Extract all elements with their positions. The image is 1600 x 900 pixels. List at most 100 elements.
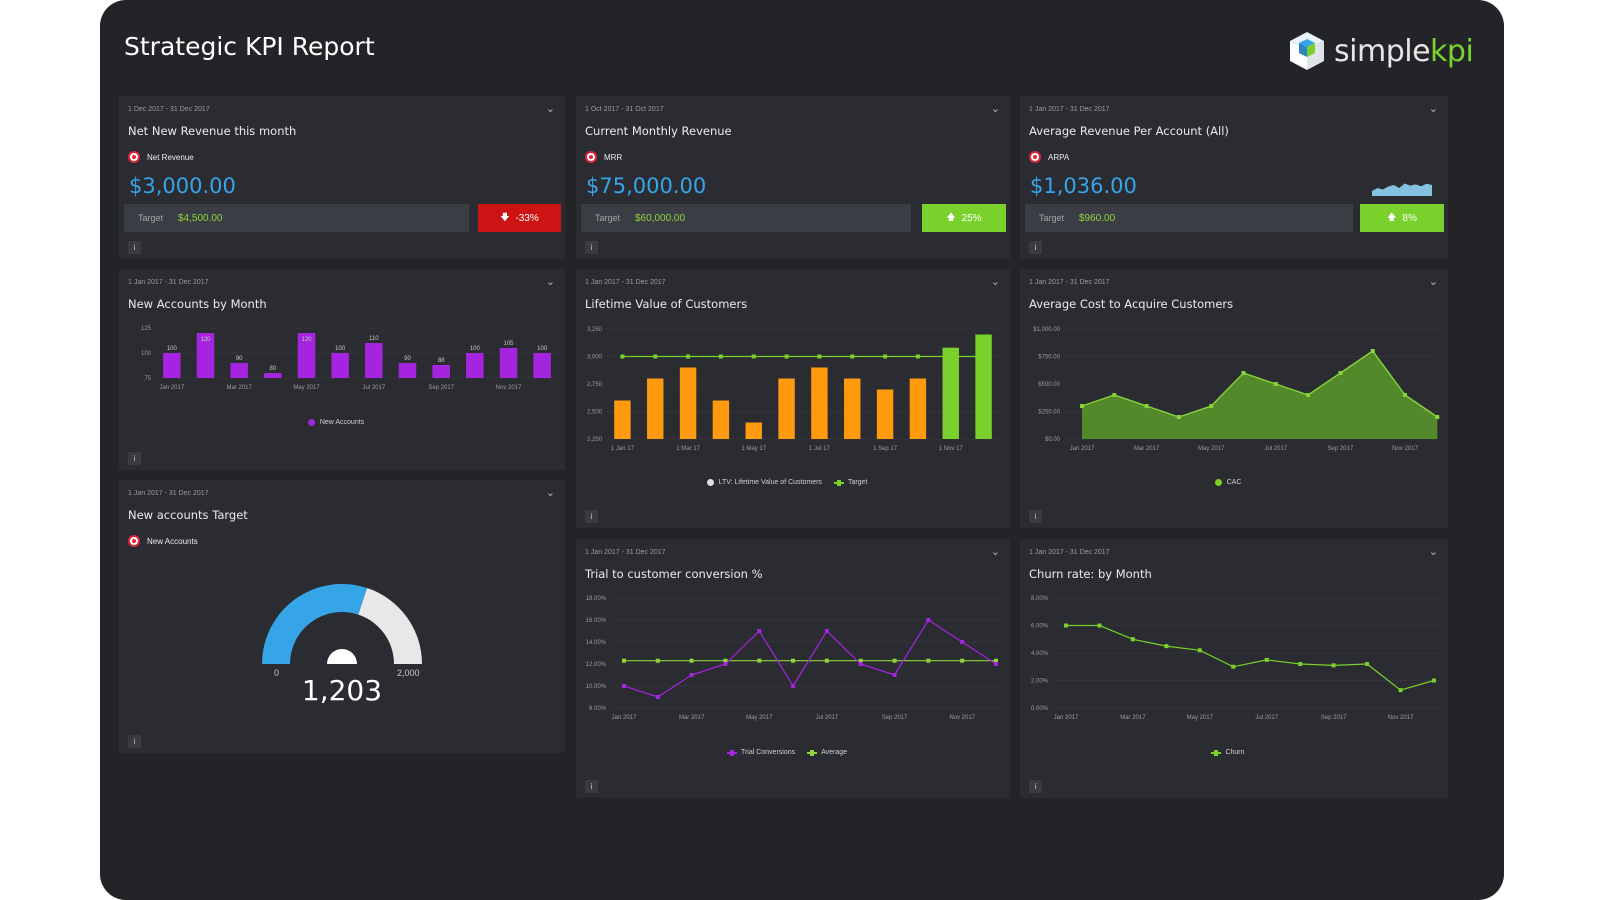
- target-icon: [585, 151, 597, 163]
- data-label: 88: [438, 358, 445, 364]
- y-tick-label: 3,000: [587, 355, 603, 361]
- gauge-value-arc: [262, 584, 368, 664]
- trial-conversions-point: [622, 684, 626, 688]
- target-label: Target: [595, 213, 621, 223]
- y-tick-label: 8.00%: [1031, 596, 1049, 602]
- target-marker: [718, 354, 723, 359]
- chevron-down-icon[interactable]: ⌄: [1428, 546, 1438, 558]
- legend-label: Churn: [1225, 749, 1245, 756]
- legend-line: [726, 749, 737, 756]
- card-title: Trial to customer conversion %: [585, 567, 763, 581]
- trial-conversions-point: [994, 662, 998, 666]
- target-marker: [915, 354, 920, 359]
- average-point: [824, 658, 829, 663]
- x-tick-label: Nov 2017: [1388, 715, 1414, 721]
- bar-sep-2017: [432, 365, 450, 378]
- churn-point: [1432, 678, 1436, 683]
- churn-point: [1365, 662, 1370, 666]
- accounts-gauge: [262, 584, 422, 664]
- card-title: Average Revenue Per Account (All): [1029, 124, 1229, 138]
- x-tick-label: Sep 2017: [428, 385, 454, 391]
- cac-point: [1403, 393, 1407, 397]
- x-tick-label: May 2017: [1198, 446, 1225, 452]
- info-button[interactable]: i: [128, 735, 141, 748]
- info-button[interactable]: i: [128, 241, 141, 254]
- bar-apr-17: [712, 400, 730, 439]
- info-button[interactable]: i: [585, 241, 598, 254]
- legend-item-churn[interactable]: Churn: [1211, 749, 1245, 756]
- chevron-down-icon[interactable]: ⌄: [1428, 103, 1438, 115]
- logo-text-simple: simple: [1334, 33, 1431, 69]
- info-button[interactable]: i: [585, 510, 598, 523]
- average-point: [858, 658, 863, 663]
- bar-nov-2017: [499, 348, 518, 378]
- cac-point: [1306, 393, 1311, 397]
- info-button[interactable]: i: [1029, 241, 1042, 254]
- card-accounts-target: 1 Jan 2017 - 31 Dec 2017 ⌄ New accounts …: [119, 480, 565, 753]
- legend-item-new-accounts[interactable]: New Accounts: [307, 419, 364, 426]
- trial-conversions-point: [858, 662, 863, 666]
- chevron-down-icon[interactable]: ⌄: [990, 276, 1000, 288]
- y-tick-label: 10.00%: [586, 684, 607, 690]
- bar-apr-2017: [264, 373, 282, 378]
- x-tick-label: Jan 2017: [612, 715, 637, 721]
- average-point: [757, 658, 762, 663]
- y-tick-label: $250.00: [1038, 410, 1060, 416]
- kpi-name: ARPA: [1048, 152, 1070, 162]
- chevron-down-icon[interactable]: ⌄: [990, 103, 1000, 115]
- card-new-accounts: 1 Jan 2017 - 31 Dec 2017 ⌄ New Accounts …: [119, 269, 565, 470]
- card-title: Average Cost to Acquire Customers: [1029, 297, 1234, 311]
- chevron-down-icon[interactable]: ⌄: [1428, 276, 1438, 288]
- target-bar: Target $60,000.00: [581, 204, 911, 232]
- simplekpi-logo[interactable]: simplekpi: [1288, 30, 1474, 72]
- x-tick-label: Mar 2017: [1120, 715, 1146, 721]
- cac-point: [1080, 404, 1084, 408]
- card-title: Churn rate: by Month: [1029, 567, 1152, 581]
- churn-point: [1064, 623, 1068, 628]
- x-tick-label: Nov 2017: [949, 715, 975, 721]
- target-value: $60,000.00: [635, 212, 686, 224]
- trial-conversions-point: [960, 640, 965, 644]
- info-button[interactable]: i: [1029, 510, 1042, 523]
- chevron-down-icon[interactable]: ⌄: [990, 546, 1000, 558]
- churn-point: [1164, 644, 1169, 649]
- chevron-down-icon[interactable]: ⌄: [545, 103, 555, 115]
- y-tick-label: 12.00%: [586, 662, 607, 668]
- kpi-label: MRR: [585, 151, 622, 163]
- average-point: [926, 658, 931, 663]
- target-bar: Target $4,500.00: [124, 204, 469, 232]
- target-value: $960.00: [1079, 212, 1116, 224]
- average-point: [655, 658, 660, 663]
- cac-point: [1144, 404, 1149, 408]
- legend-item-average[interactable]: Average: [807, 749, 847, 756]
- info-button[interactable]: i: [128, 452, 141, 465]
- target-label: Target: [1039, 213, 1065, 223]
- target-marker: [883, 354, 888, 359]
- x-tick-label: Nov 2017: [1392, 446, 1418, 452]
- legend-item-trial[interactable]: Trial Conversions: [726, 749, 795, 756]
- cac-point: [1112, 393, 1117, 397]
- chart-legend: Churn: [1020, 749, 1448, 756]
- legend-item-target[interactable]: Target: [833, 479, 867, 486]
- y-tick-label: 0.00%: [1031, 706, 1049, 712]
- bar-aug-17: [844, 378, 861, 439]
- y-tick-label: $750.00: [1038, 355, 1060, 361]
- target-bar: Target $960.00: [1025, 204, 1353, 232]
- info-button[interactable]: i: [1029, 780, 1042, 793]
- kpi-name: MRR: [604, 152, 623, 162]
- churn-point: [1398, 688, 1403, 693]
- legend-label: LTV: Lifetime Value of Customers: [718, 479, 822, 486]
- data-label: 105: [503, 341, 514, 347]
- chevron-down-icon[interactable]: ⌄: [545, 276, 555, 288]
- bar-jul-2017: [365, 343, 383, 378]
- legend-item-cac[interactable]: CAC: [1214, 479, 1241, 486]
- data-label: 120: [200, 337, 211, 343]
- legend-item-ltv[interactable]: LTV: Lifetime Value of Customers: [706, 479, 822, 486]
- kpi-label: Net Revenue: [128, 151, 194, 163]
- legend-line: [833, 479, 844, 486]
- info-button[interactable]: i: [585, 780, 598, 793]
- legend-dot: [1214, 479, 1222, 486]
- chevron-down-icon[interactable]: ⌄: [545, 487, 555, 499]
- target-marker: [653, 354, 658, 359]
- arrow-up-icon: 🡅: [946, 212, 956, 222]
